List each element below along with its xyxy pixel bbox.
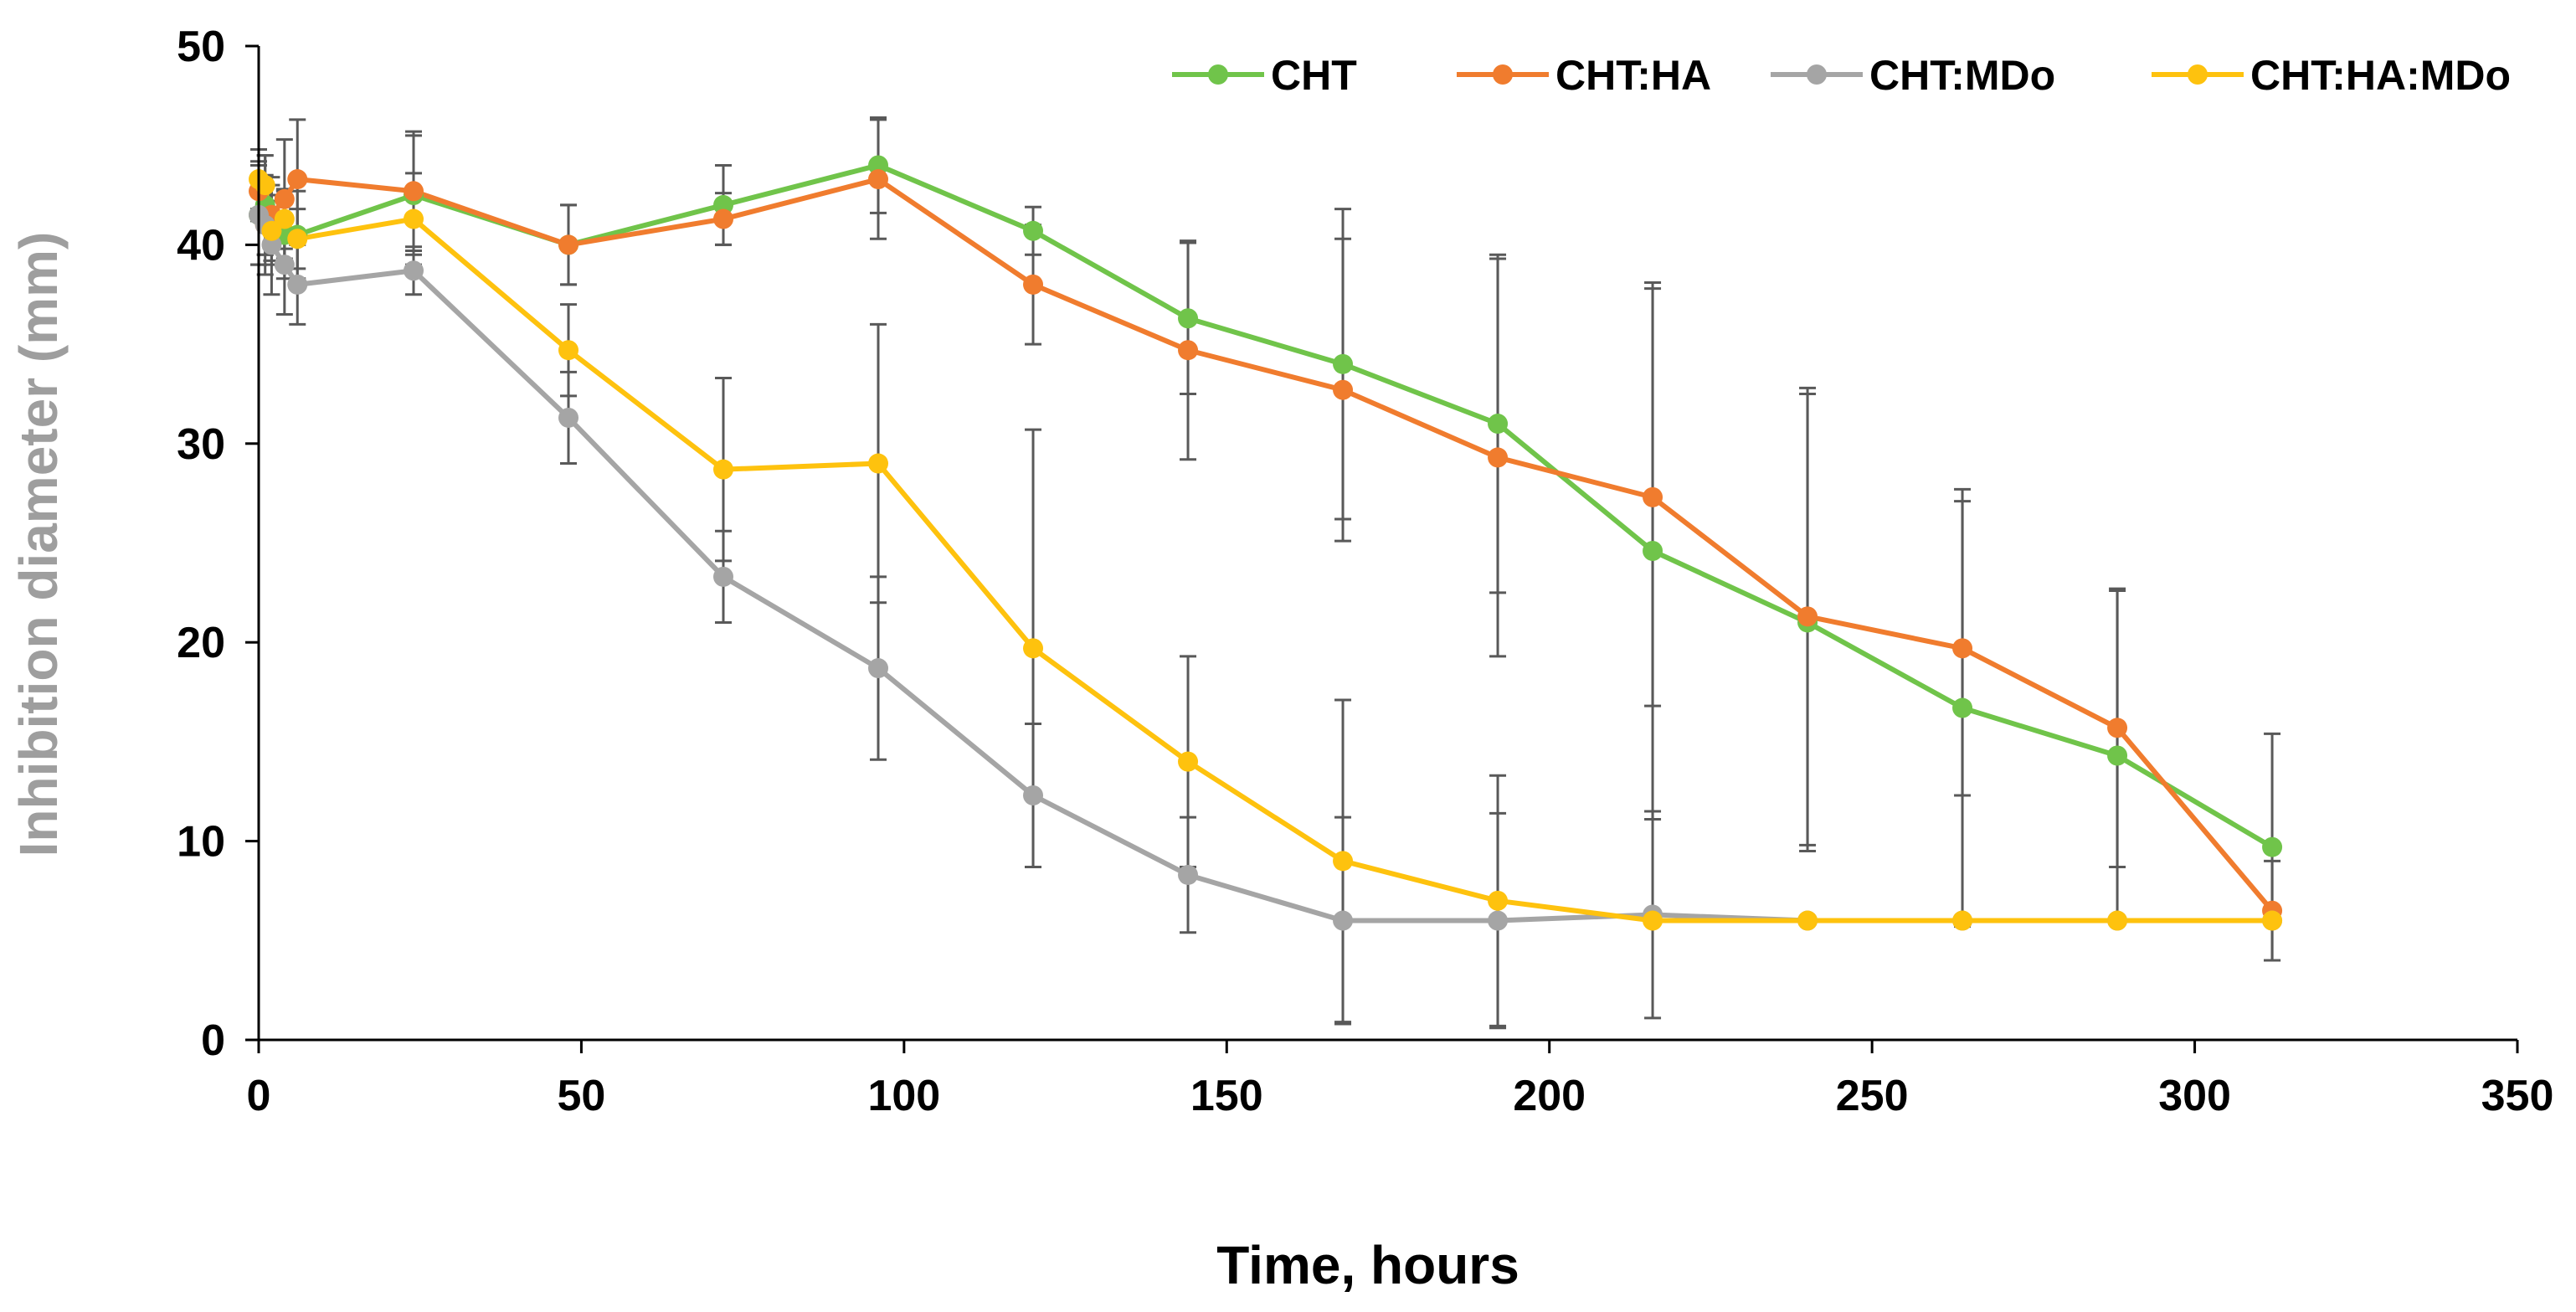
data-point — [1643, 910, 1663, 931]
legend-swatch-marker — [2188, 64, 2208, 85]
data-point — [1488, 890, 1509, 911]
data-point — [713, 566, 734, 587]
legend-swatch-marker — [1208, 64, 1228, 85]
legend-label: CHT:HA:MDo — [2250, 52, 2511, 99]
data-point — [868, 169, 889, 190]
data-point — [274, 255, 295, 275]
x-tick-label: 350 — [2481, 1072, 2554, 1120]
data-point — [1643, 486, 1663, 507]
x-tick-label: 150 — [1190, 1072, 1263, 1120]
data-point — [558, 234, 579, 255]
legend-label: CHT:MDo — [1869, 52, 2055, 99]
x-tick-label: 0 — [247, 1072, 271, 1120]
data-point — [558, 407, 579, 428]
legend-swatch-marker — [1493, 64, 1513, 85]
data-point — [1333, 851, 1354, 872]
data-point — [1178, 864, 1199, 885]
data-point — [713, 459, 734, 480]
legend-item: CHT:HA:MDo — [2152, 52, 2511, 99]
y-tick-label: 50 — [177, 23, 225, 71]
data-point — [261, 234, 282, 255]
y-tick-label: 10 — [177, 818, 225, 867]
x-tick-label: 50 — [558, 1072, 606, 1120]
data-point — [1023, 274, 1044, 295]
x-tick-label: 300 — [2158, 1072, 2231, 1120]
legend-item: CHT — [1172, 52, 1357, 99]
data-point — [1333, 353, 1354, 374]
data-point — [261, 220, 282, 241]
data-point — [1178, 308, 1199, 329]
data-point — [274, 188, 295, 209]
data-point — [404, 260, 424, 281]
data-point — [1333, 379, 1354, 400]
data-point — [1488, 414, 1509, 435]
data-point — [1952, 910, 1973, 931]
legend-swatch-marker — [1807, 64, 1827, 85]
y-tick-label: 40 — [177, 221, 225, 270]
data-point — [1952, 638, 1973, 659]
legend-label: CHT — [1271, 52, 1357, 99]
data-point — [1178, 340, 1199, 361]
axes — [257, 46, 2517, 1042]
data-point — [713, 194, 734, 215]
legend: CHT CHT:HA CHT:MDo CHT:HA:MDo — [1172, 52, 2511, 99]
data-point — [1488, 447, 1509, 468]
x-ticks: 0 50 100 150 200 250 300 350 — [247, 1040, 2554, 1120]
data-point — [2107, 718, 2128, 738]
data-point — [713, 208, 734, 229]
y-tick-label: 20 — [177, 619, 225, 667]
data-point — [404, 208, 424, 229]
data-point — [1643, 540, 1663, 561]
data-point — [2107, 910, 2128, 931]
data-point — [868, 155, 889, 176]
data-point — [1023, 785, 1044, 805]
data-point — [1797, 910, 1818, 931]
data-point — [2262, 910, 2283, 931]
data-point — [2262, 836, 2283, 857]
y-axis-title: Inhibition diameter (mm) — [8, 232, 69, 857]
data-point — [274, 208, 295, 229]
legend-item: CHT:HA — [1457, 52, 1711, 99]
data-point — [1488, 910, 1509, 931]
data-point — [287, 229, 308, 250]
data-point — [1023, 220, 1044, 241]
data-point — [1178, 751, 1199, 772]
x-tick-label: 250 — [1836, 1072, 1909, 1120]
data-point — [1797, 606, 1818, 627]
data-point — [255, 175, 275, 196]
data-point — [868, 658, 889, 679]
x-tick-label: 100 — [867, 1072, 940, 1120]
y-ticks: 0 10 20 30 40 50 — [177, 23, 259, 1065]
data-point — [1333, 910, 1354, 931]
data-point — [868, 453, 889, 474]
series-points — [249, 155, 2283, 931]
data-point — [287, 169, 308, 190]
y-tick-label: 30 — [177, 420, 225, 469]
data-point — [2107, 745, 2128, 766]
x-tick-label: 200 — [1513, 1072, 1586, 1120]
data-point — [1952, 697, 1973, 718]
legend-label: CHT:HA — [1555, 52, 1711, 99]
data-point — [558, 340, 579, 361]
x-axis-title: Time, hours — [1216, 1235, 1519, 1295]
data-point — [404, 181, 424, 202]
y-tick-label: 0 — [201, 1016, 225, 1065]
data-point — [287, 274, 308, 295]
data-point — [1023, 638, 1044, 659]
legend-item: CHT:MDo — [1771, 52, 2055, 99]
